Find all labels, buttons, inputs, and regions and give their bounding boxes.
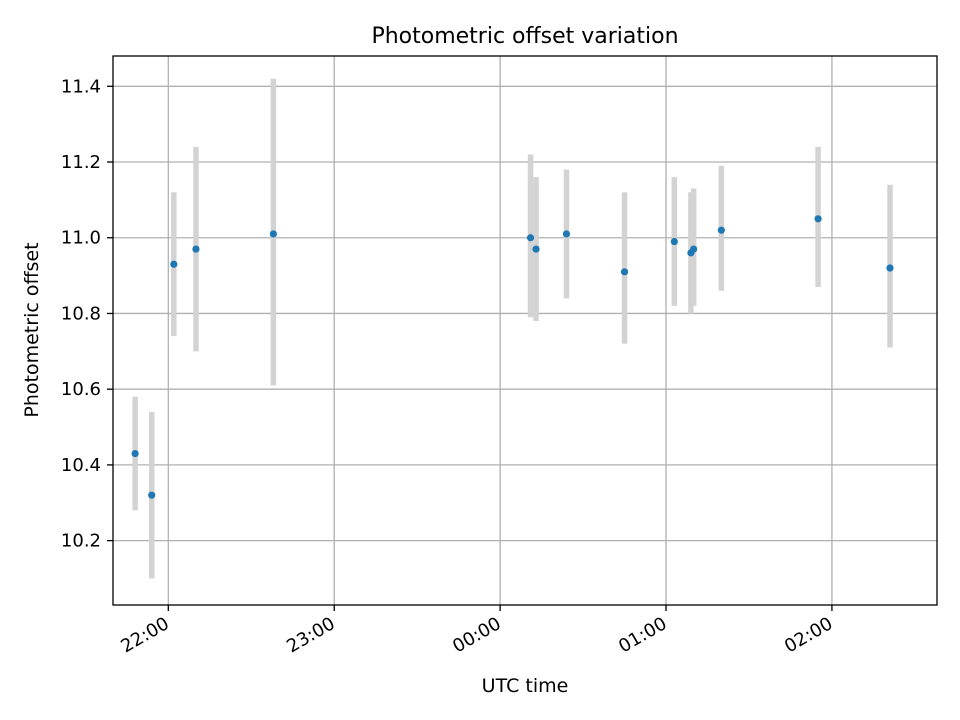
y-tick-label: 10.6 — [61, 379, 101, 400]
data-point — [690, 245, 698, 253]
data-point — [620, 268, 629, 276]
y-tick-label: 10.8 — [61, 303, 101, 324]
chart-title: Photometric offset variation — [371, 24, 678, 49]
data-point — [148, 491, 156, 499]
data-point — [532, 245, 540, 253]
y-tick-label: 10.2 — [61, 531, 101, 552]
data-point — [717, 226, 725, 234]
data-point — [562, 230, 571, 238]
data-point — [526, 234, 535, 242]
y-tick-label: 11.0 — [61, 228, 101, 249]
data-layer — [131, 78, 894, 579]
x-axis-label: UTC time — [482, 675, 569, 697]
data-point — [170, 260, 178, 268]
data-point — [886, 264, 894, 272]
data-point — [269, 230, 277, 238]
y-tick-label: 11.4 — [61, 76, 101, 97]
data-point — [192, 245, 200, 253]
y-tick-label: 11.2 — [61, 152, 101, 173]
data-point — [131, 449, 139, 458]
data-point — [670, 237, 678, 246]
grid-layer — [113, 56, 937, 605]
data-point — [814, 215, 822, 223]
y-tick-label: 10.4 — [61, 455, 101, 476]
plot-frame — [112, 55, 938, 606]
y-axis-label: Photometric offset — [21, 242, 43, 417]
